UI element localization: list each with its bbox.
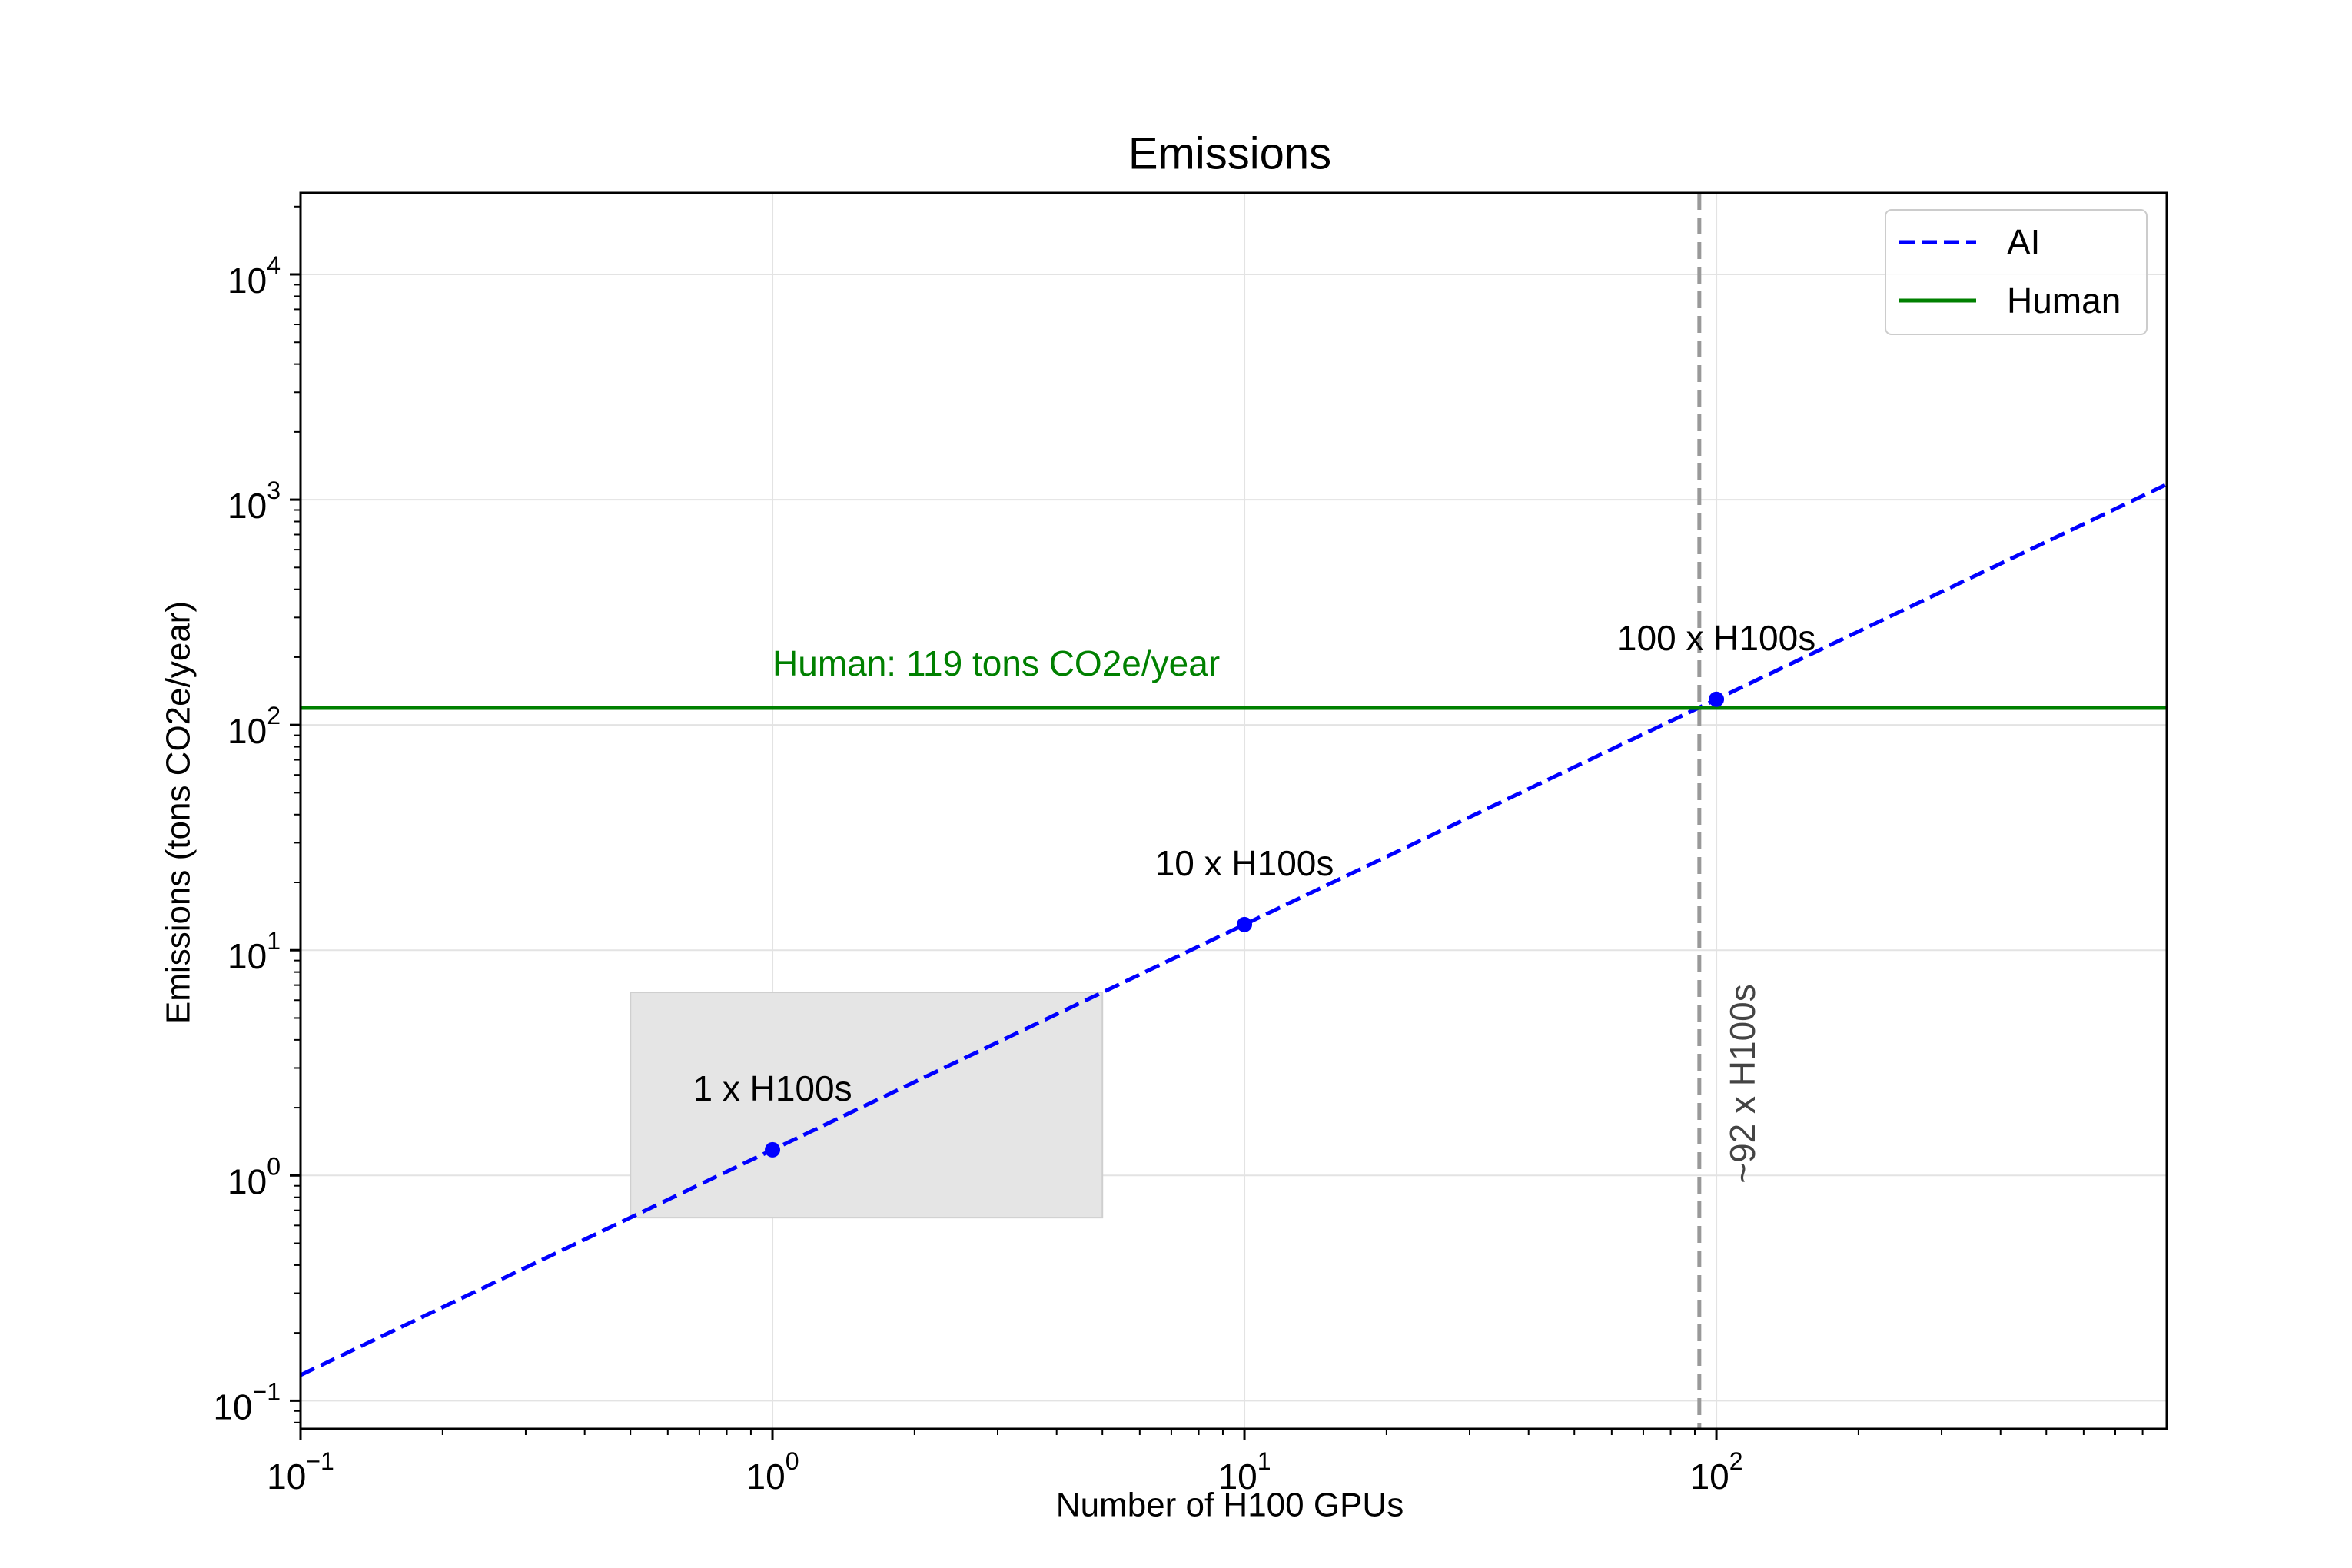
legend-label-human: Human	[2007, 281, 2121, 321]
y-tick-label: 103	[228, 477, 281, 526]
plot-area	[301, 193, 2167, 1429]
x-tick-label: 102	[1690, 1447, 1743, 1497]
grid	[301, 193, 2167, 1429]
tick-labels: 10−1 100 101 102 10−1 100 101 102 103 104	[213, 251, 1742, 1497]
x-tick-label: 10−1	[267, 1447, 334, 1497]
axes	[290, 191, 2168, 1440]
axes-frame	[299, 191, 2168, 1430]
y-tick-label: 104	[228, 251, 281, 301]
y-tick-label: 102	[228, 702, 281, 751]
point-label: 10 x H100s	[1155, 843, 1334, 883]
annotation-layer: 1 x H100s 10 x H100s 100 x H100s Human: 119…	[693, 618, 1815, 1184]
data-point	[1709, 691, 1725, 707]
x-tick-label: 101	[1218, 1447, 1271, 1497]
legend: AI Human	[1885, 209, 2148, 335]
y-tick-label: 101	[228, 927, 281, 976]
data-point	[1237, 916, 1253, 932]
series-layer	[301, 193, 2167, 1429]
point-label: 100 x H100s	[1617, 618, 1815, 658]
plot-background	[301, 193, 2167, 1429]
point-layer	[765, 691, 1725, 1158]
point-label: 1 x H100s	[693, 1068, 852, 1108]
x-tick-label: 100	[746, 1447, 799, 1497]
data-point	[765, 1141, 781, 1158]
y-axis-label: Emissions (tons CO2e/year)	[160, 601, 198, 1024]
x-axis-label: Number of H100 GPUs	[1056, 1487, 1404, 1524]
y-tick-label: 100	[228, 1152, 281, 1201]
chart-title: Emissions	[1128, 129, 1331, 179]
human-annotation: Human: 119 tons CO2e/year	[772, 643, 1220, 683]
series-line-ai	[301, 482, 2167, 1377]
legend-label-ai: AI	[2007, 222, 2040, 262]
y-tick-label: 10−1	[213, 1377, 281, 1427]
vertical-line-label: ~92 x H100s	[1722, 984, 1762, 1184]
